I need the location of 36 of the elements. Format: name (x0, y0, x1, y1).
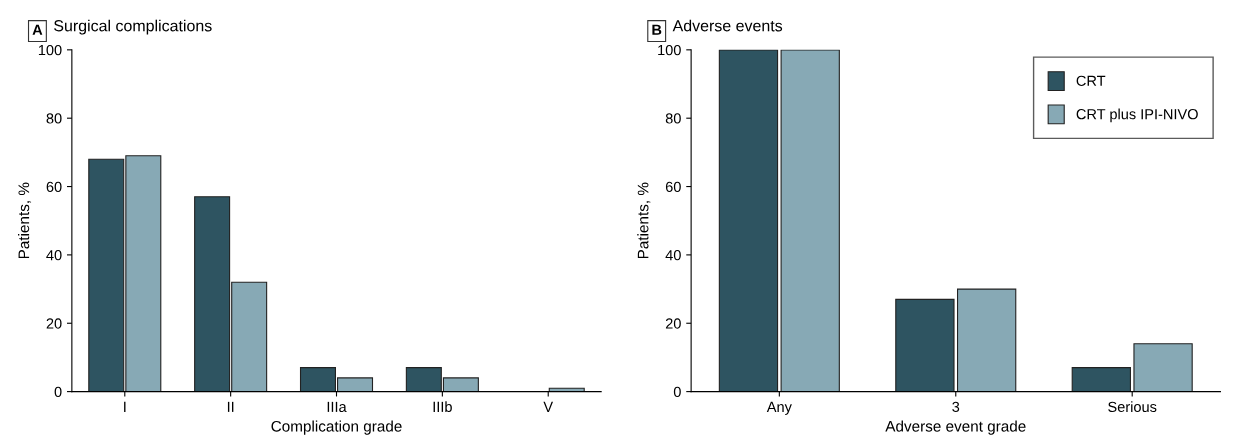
y-tick-label: 20 (665, 318, 681, 329)
y-tick-label: 40 (665, 250, 681, 261)
x-axis-title: Complication grade (271, 420, 402, 435)
y-tick-label: 0 (54, 386, 62, 398)
bar (718, 49, 779, 392)
x-tick-label: I (124, 401, 126, 412)
y-tick-label: 80 (46, 113, 62, 124)
legend-label: CRT plus IPI-NIVO (1076, 108, 1198, 123)
bar (956, 288, 1017, 392)
y-axis-title: Patients, % (637, 182, 651, 259)
y-tick-label: 80 (665, 113, 681, 124)
x-tick-label: II (227, 401, 234, 412)
x-tick-label: IIIb (433, 401, 452, 413)
y-axis-title: Patients, % (18, 182, 32, 259)
bar (780, 49, 840, 392)
text: B (652, 24, 662, 35)
y-tick-label: 0 (673, 386, 681, 398)
bar (1071, 367, 1131, 392)
text: A (32, 24, 43, 35)
y-tick-label: 40 (46, 250, 62, 261)
x-tick-label: 3 (952, 401, 960, 413)
chart-title: Surgical complications (54, 19, 212, 35)
chart-title: Adverse events (672, 19, 783, 32)
y-tick-label: 20 (46, 318, 62, 329)
x-axis-title: Adverse event grade (885, 420, 1026, 435)
y-tick-label: 100 (658, 44, 681, 56)
x-tick-label: Serious (1108, 401, 1157, 413)
y-tick-label: 60 (665, 181, 681, 192)
bar (895, 298, 955, 392)
x-tick-label: V (543, 401, 554, 412)
y-tick-label: 100 (38, 44, 62, 56)
y-tick-label: 60 (46, 181, 62, 192)
x-tick-label: IIIa (327, 401, 347, 413)
legend-label: CRT (1076, 75, 1106, 86)
bar (1133, 343, 1193, 392)
x-tick-label: Any (766, 401, 792, 415)
